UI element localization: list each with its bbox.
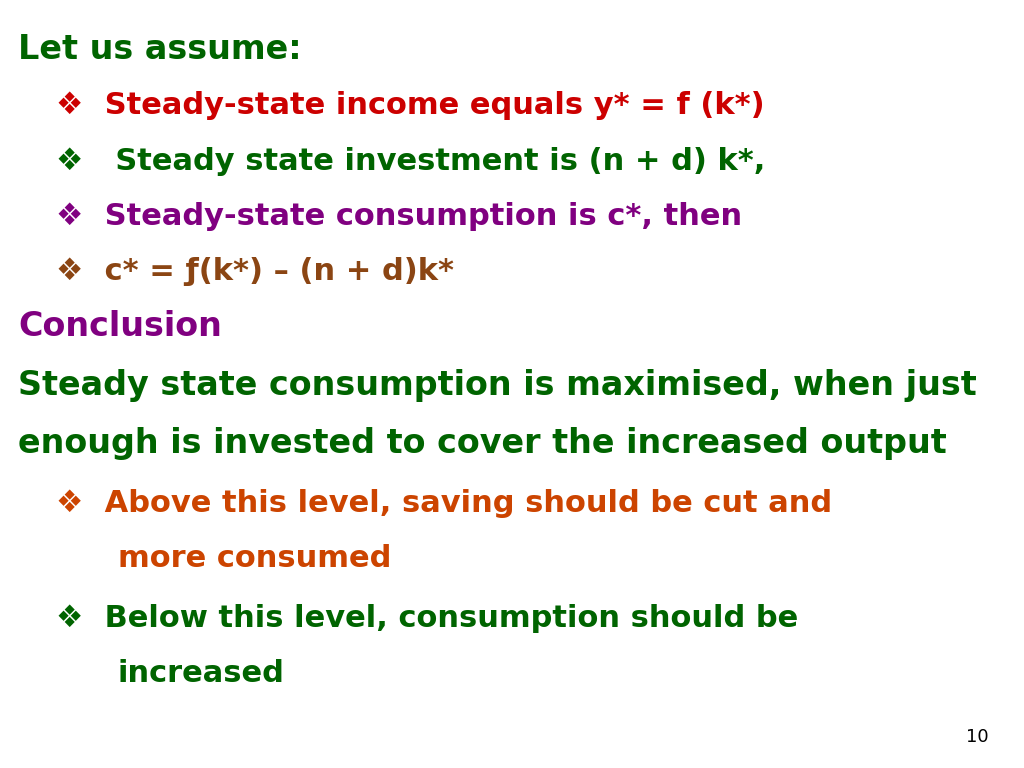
Text: ❖  c* = ƒ(k*) – (n + d)k*: ❖ c* = ƒ(k*) – (n + d)k* xyxy=(56,257,455,286)
Text: ❖  Above this level, saving should be cut and: ❖ Above this level, saving should be cut… xyxy=(56,488,833,518)
Text: ❖   Steady state investment is (n + d) k*,: ❖ Steady state investment is (n + d) k*, xyxy=(56,147,766,176)
Text: ❖  Steady-state consumption is c*, then: ❖ Steady-state consumption is c*, then xyxy=(56,202,742,231)
Text: ❖  Below this level, consumption should be: ❖ Below this level, consumption should b… xyxy=(56,604,799,633)
Text: ❖  Steady-state income equals y* = f (k*): ❖ Steady-state income equals y* = f (k*) xyxy=(56,91,765,121)
Text: more consumed: more consumed xyxy=(118,544,391,573)
Text: 10: 10 xyxy=(966,729,988,746)
Text: enough is invested to cover the increased output: enough is invested to cover the increase… xyxy=(18,428,947,460)
Text: Let us assume:: Let us assume: xyxy=(18,34,302,66)
Text: Steady state consumption is maximised, when just: Steady state consumption is maximised, w… xyxy=(18,369,977,402)
Text: Conclusion: Conclusion xyxy=(18,310,222,343)
Text: increased: increased xyxy=(118,659,285,688)
